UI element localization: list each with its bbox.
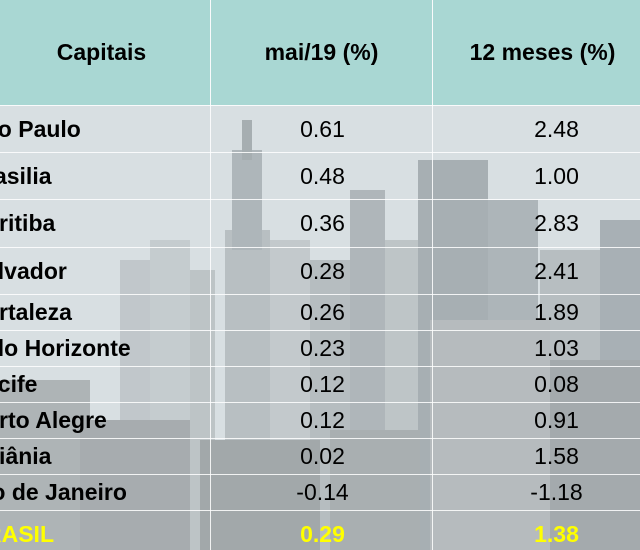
city-name: io de Janeiro xyxy=(0,479,127,505)
mai19-value: 0.36 xyxy=(300,210,345,236)
m12-value: 2.83 xyxy=(534,210,579,236)
table-row: rasilia 0.48 1.00 xyxy=(0,152,640,200)
table-row: orto Alegre 0.12 0.91 xyxy=(0,402,640,439)
table-row: elo Horizonte 0.23 1.03 xyxy=(0,330,640,367)
m12-value: 1.00 xyxy=(534,162,579,189)
m12-value: 0.91 xyxy=(534,407,579,433)
total-label: RASIL xyxy=(0,520,54,547)
total-mai19-value: 0.29 xyxy=(300,520,345,547)
table-row: ecife 0.12 0.08 xyxy=(0,366,640,403)
mai19-value: 0.12 xyxy=(300,371,345,397)
table-row: uritiba 0.36 2.83 xyxy=(0,199,640,248)
mai19-value: 0.61 xyxy=(300,115,345,142)
city-name: rasilia xyxy=(0,162,52,189)
city-name: ecife xyxy=(0,371,38,397)
mai19-value: -0.14 xyxy=(296,479,349,505)
city-name: elo Horizonte xyxy=(0,335,131,361)
table-row: io de Janeiro -0.14 -1.18 xyxy=(0,474,640,511)
total-row: RASIL 0.29 1.38 xyxy=(0,510,640,550)
city-name: orto Alegre xyxy=(0,407,107,433)
m12-value: -1.18 xyxy=(530,479,583,505)
header-capitais: Capitais xyxy=(0,0,211,106)
mai19-value: 0.28 xyxy=(300,257,345,284)
table-row: ão Paulo 0.61 2.48 xyxy=(0,105,640,153)
city-name: ão Paulo xyxy=(0,115,81,142)
m12-value: 1.58 xyxy=(534,443,579,469)
table-row: alvador 0.28 2.41 xyxy=(0,247,640,295)
header-mai19: mai/19 (%) xyxy=(210,0,433,106)
m12-value: 0.08 xyxy=(534,371,579,397)
m12-value: 1.89 xyxy=(534,299,579,325)
mai19-value: 0.48 xyxy=(300,162,345,189)
mai19-value: 0.26 xyxy=(300,299,345,325)
header-12-meses: 12 meses (%) xyxy=(432,0,640,106)
table-row: oiânia 0.02 1.58 xyxy=(0,438,640,475)
m12-value: 2.48 xyxy=(534,115,579,142)
city-name: oiânia xyxy=(0,443,52,469)
table-row: ortaleza 0.26 1.89 xyxy=(0,294,640,331)
mai19-value: 0.02 xyxy=(300,443,345,469)
m12-value: 2.41 xyxy=(534,257,579,284)
table-header-row: Capitais mai/19 (%) 12 meses (%) xyxy=(0,0,640,106)
m12-value: 1.03 xyxy=(534,335,579,361)
city-name: ortaleza xyxy=(0,299,72,325)
city-name: alvador xyxy=(0,257,67,284)
mai19-value: 0.23 xyxy=(300,335,345,361)
city-name: uritiba xyxy=(0,210,56,236)
total-m12-value: 1.38 xyxy=(534,520,579,547)
mai19-value: 0.12 xyxy=(300,407,345,433)
